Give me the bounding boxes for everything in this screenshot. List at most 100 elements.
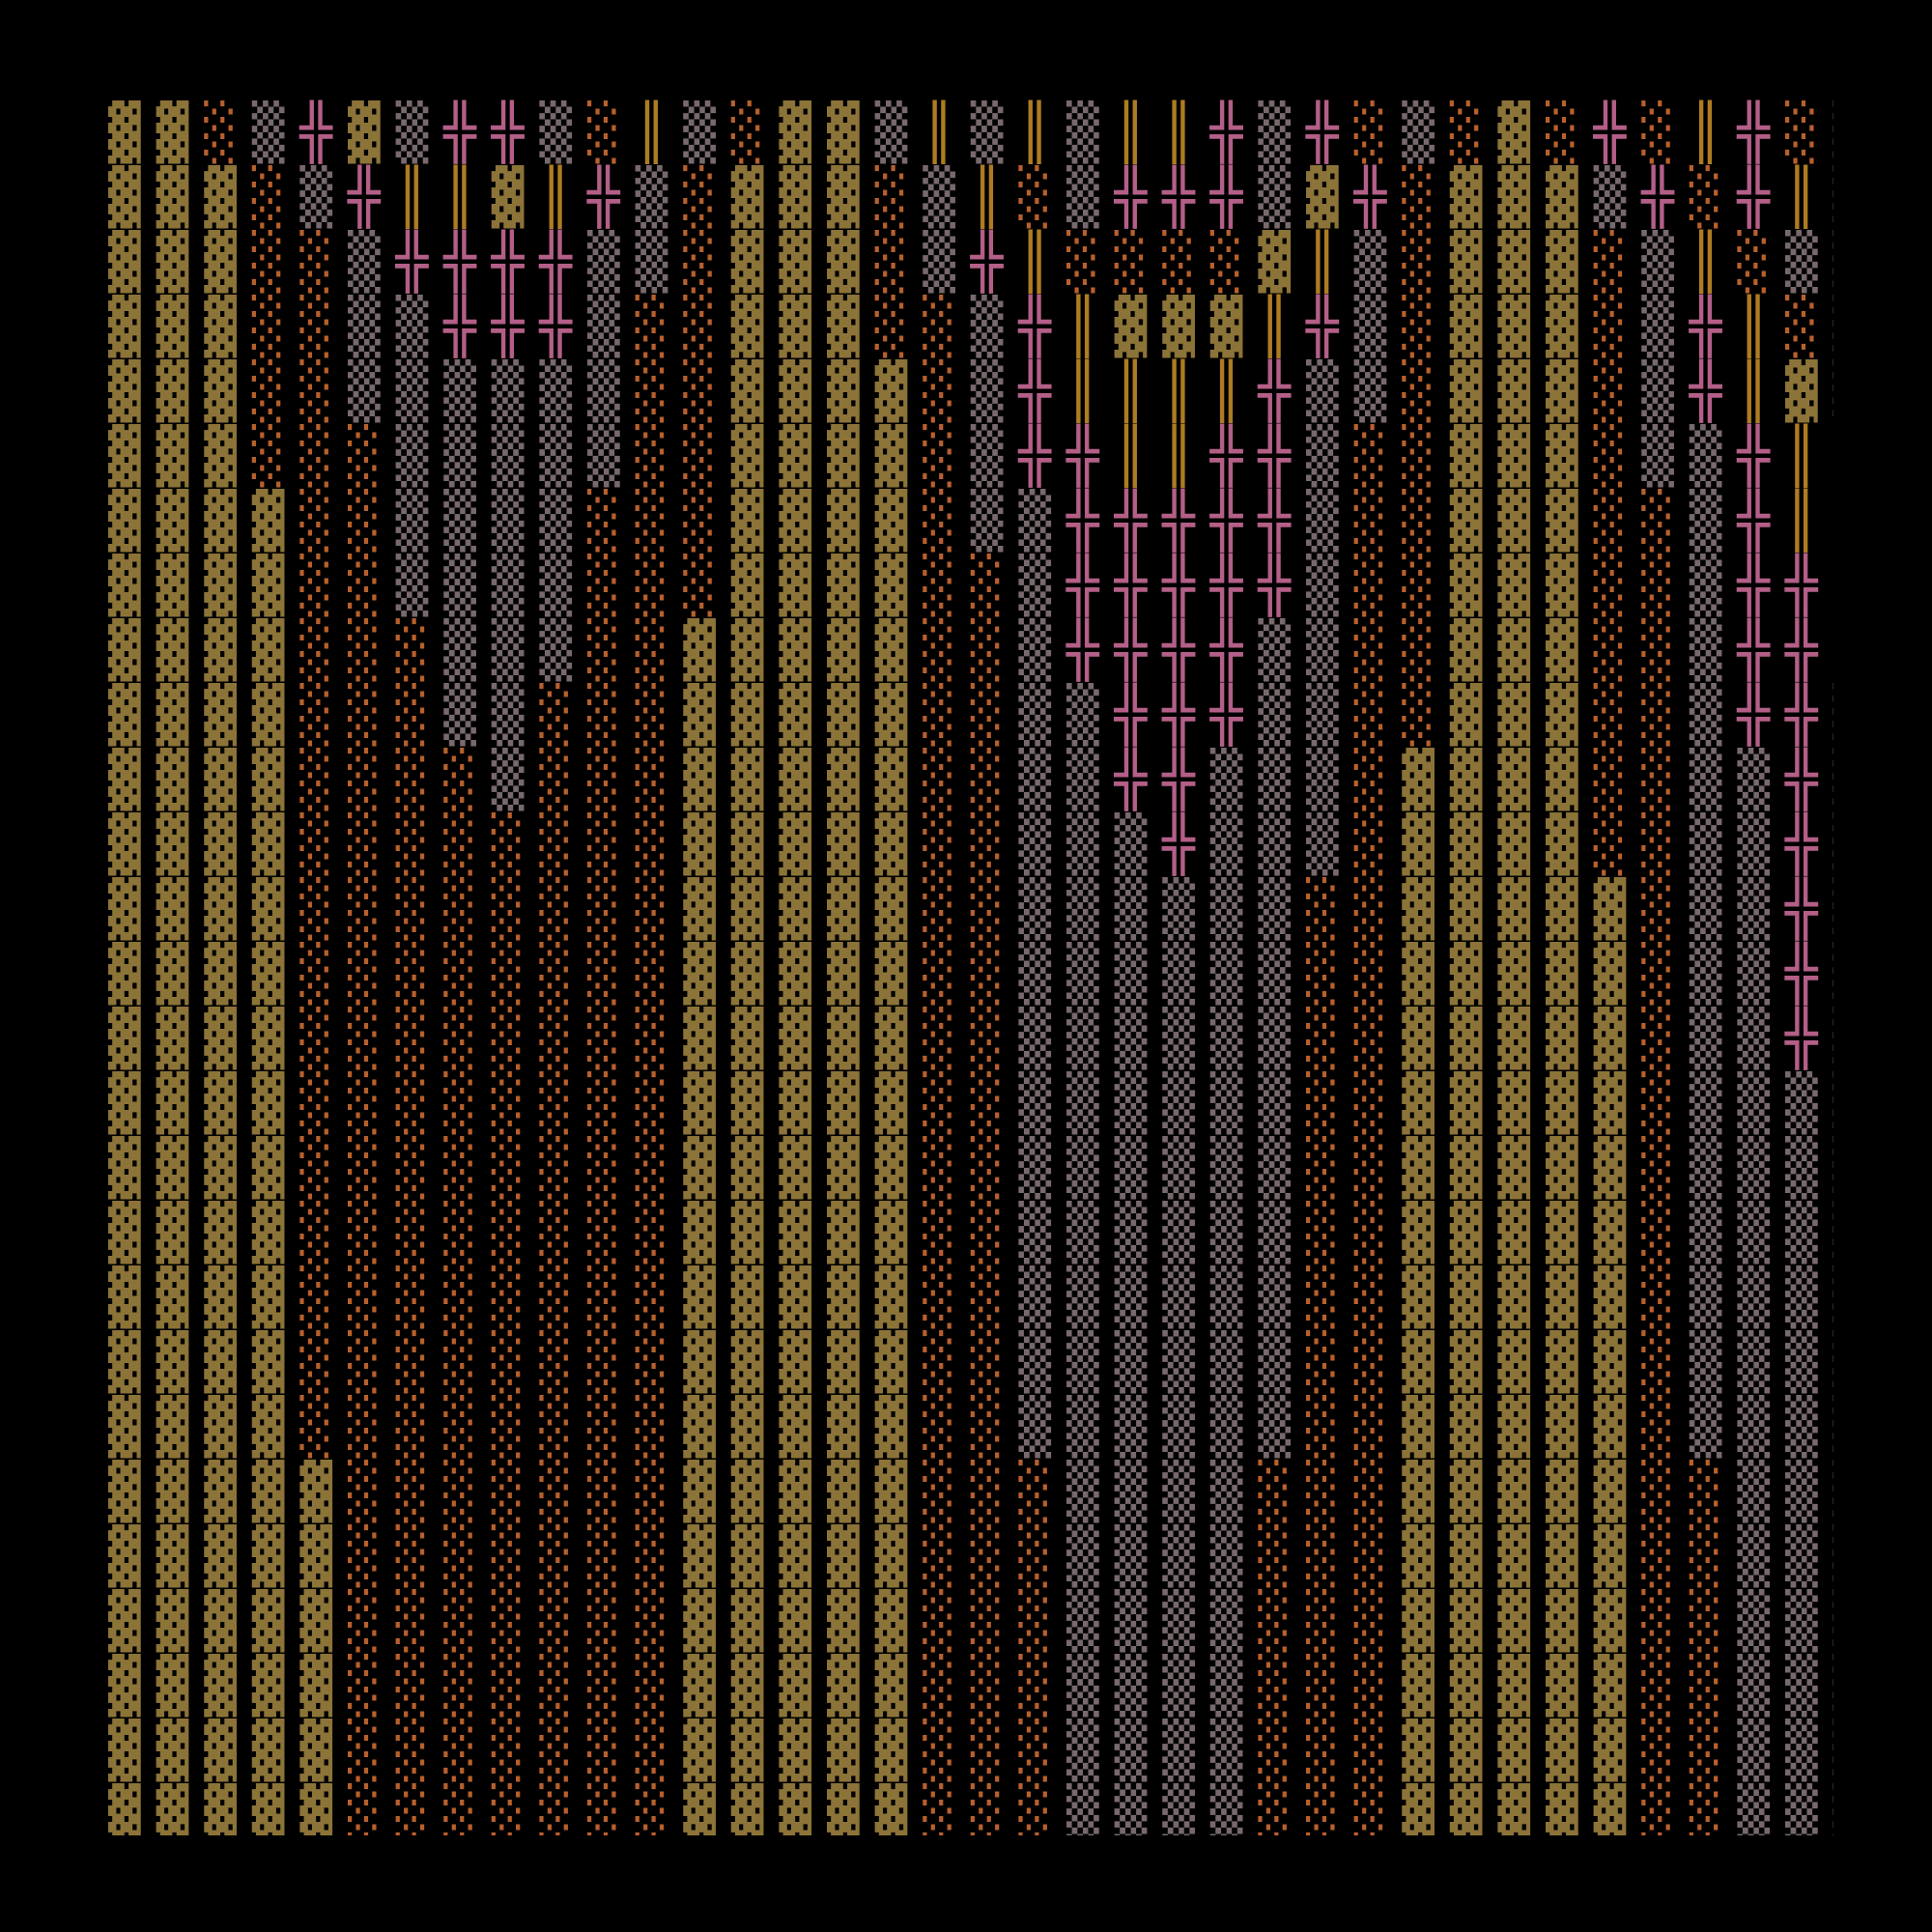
glyph: ▓ [204, 359, 237, 423]
glyph: ░ [396, 1136, 429, 1200]
glyph: ▓ [875, 1524, 908, 1588]
glyph: ▒ [1115, 1459, 1148, 1523]
glyph: ║ [1737, 358, 1770, 423]
glyph: ▒ [1115, 1653, 1148, 1718]
glyph: ▒ [1162, 1523, 1195, 1588]
glyph: ▓ [108, 359, 141, 423]
glyph: ▓ [252, 1201, 285, 1264]
glyph: ▓ [827, 100, 860, 164]
glyph: ░ [636, 295, 668, 358]
glyph: ░ [1690, 1654, 1722, 1718]
glyph: ▒ [1210, 1523, 1243, 1588]
glyph: ▒ [1785, 229, 1818, 294]
glyph: ▓ [779, 1654, 811, 1718]
glyph: ▓ [1594, 1265, 1627, 1329]
glyph: ▓ [156, 1460, 189, 1523]
glyph: ░ [1594, 618, 1627, 682]
glyph: ▓ [875, 877, 908, 941]
glyph: ░ [539, 748, 572, 811]
glyph: ░ [587, 1395, 620, 1459]
glyph: ║ [1833, 423, 1866, 488]
glyph: ╬ [1736, 423, 1771, 488]
glyph: ░ [875, 230, 908, 294]
glyph: ▒ [1210, 1329, 1243, 1394]
glyph: ░ [1354, 683, 1387, 747]
glyph: ▓ [299, 1589, 332, 1653]
glyph: ░ [492, 1136, 525, 1200]
glyph: ░ [396, 618, 429, 682]
glyph: ░ [539, 1071, 572, 1135]
glyph: ▒ [1018, 682, 1051, 747]
glyph: ░ [396, 1071, 429, 1135]
glyph: ▓ [875, 812, 908, 876]
glyph: ░ [396, 942, 429, 1006]
glyph: ░ [587, 1654, 620, 1718]
glyph: ░ [1641, 1201, 1674, 1264]
glyph: ░ [1354, 1783, 1387, 1847]
glyph: ▓ [1546, 1136, 1578, 1200]
glyph: ▓ [1594, 1524, 1627, 1588]
glyph: ▓ [204, 1524, 237, 1588]
glyph: ▓ [1546, 424, 1578, 488]
glyph: ▒ [1066, 1394, 1099, 1459]
glyph: ╬ [1161, 553, 1196, 617]
glyph: ▓ [731, 295, 764, 358]
glyph: ▒ [1066, 99, 1099, 164]
glyph: ▒ [492, 488, 525, 553]
glyph: ▒ [492, 617, 525, 682]
glyph: ░ [587, 100, 620, 164]
glyph: ░ [1115, 230, 1148, 294]
glyph: ░ [1306, 1719, 1339, 1782]
glyph: ▓ [204, 165, 237, 229]
glyph: ▓ [1546, 230, 1578, 294]
glyph: ▓ [683, 1007, 716, 1070]
glyph: ▒ [1162, 1006, 1195, 1070]
glyph: ▓ [252, 618, 285, 682]
glyph: ╬ [491, 229, 526, 294]
glyph: ░ [923, 489, 955, 553]
glyph: ╬ [1209, 164, 1244, 229]
glyph: ░ [492, 942, 525, 1006]
glyph: ░ [299, 1136, 332, 1200]
glyph: ▓ [731, 1071, 764, 1135]
glyph: ░ [636, 812, 668, 876]
glyph: ▓ [1115, 295, 1148, 358]
glyph: ▒ [1306, 553, 1339, 617]
glyph: ▓ [875, 618, 908, 682]
glyph: ▓ [827, 424, 860, 488]
glyph: ░ [443, 1330, 476, 1394]
glyph: ▓ [204, 618, 237, 682]
glyph: ▓ [683, 1783, 716, 1847]
glyph: ░ [539, 942, 572, 1006]
glyph: ▓ [1497, 1589, 1530, 1653]
glyph: ░ [443, 1719, 476, 1782]
glyph: ░ [1641, 1654, 1674, 1718]
glyph: ▓ [108, 1524, 141, 1588]
glyph: ░ [1306, 942, 1339, 1006]
glyph: ░ [299, 877, 332, 941]
glyph: ╬ [1161, 164, 1196, 229]
glyph: ▓ [156, 1201, 189, 1264]
glyph: ╬ [1736, 99, 1771, 164]
glyph: ▓ [1402, 1007, 1435, 1070]
glyph: ▓ [204, 1460, 237, 1523]
glyph: ░ [299, 359, 332, 423]
glyph: ░ [1641, 1589, 1674, 1653]
glyph: ▓ [1546, 554, 1578, 617]
glyph: ░ [636, 1460, 668, 1523]
glyph: ▒ [1115, 1782, 1148, 1847]
glyph: ▒ [1306, 811, 1339, 876]
glyph: ▓ [779, 1007, 811, 1070]
glyph: ░ [1306, 1589, 1339, 1653]
glyph: ▒ [1066, 941, 1099, 1006]
glyph: ╬ [491, 99, 526, 164]
glyph: ▓ [252, 1783, 285, 1847]
glyph: ▒ [1018, 1070, 1051, 1135]
glyph: ░ [1258, 1719, 1291, 1782]
glyph: ▓ [252, 1330, 285, 1394]
glyph: ▓ [827, 942, 860, 1006]
glyph: ░ [348, 1395, 381, 1459]
glyph: ░ [1018, 1589, 1051, 1653]
glyph: ▒ [1690, 1070, 1722, 1135]
